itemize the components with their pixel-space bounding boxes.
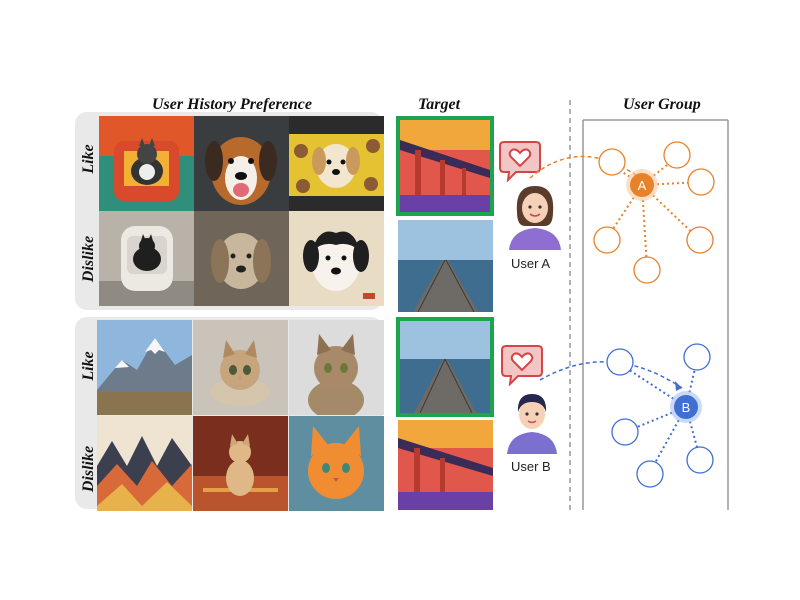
user-group-diagram: A B <box>529 119 729 510</box>
node-a-neighbor <box>633 256 661 284</box>
row-label-dislike-a: Dislike <box>80 235 97 283</box>
row-label-dislike-b: Dislike <box>80 445 97 493</box>
node-a-neighbor <box>686 226 714 254</box>
image-pier <box>400 321 490 413</box>
image-cat-painting <box>99 116 194 211</box>
image-happy-dog <box>194 116 289 211</box>
node-b-neighbor <box>611 418 639 446</box>
group-header: User Group <box>623 96 701 113</box>
node-a-neighbor <box>687 168 715 196</box>
image-abstract-mountains <box>97 416 192 511</box>
image-snowy-mountain <box>97 320 192 415</box>
node-b <box>674 395 698 419</box>
target-b-liked-frame <box>396 317 494 417</box>
row-label-like-b: Like <box>80 351 97 381</box>
node-a-neighbor <box>593 226 621 254</box>
node-b-label: B <box>682 400 691 415</box>
node-b-neighbor <box>606 348 634 376</box>
node-b-neighbor <box>686 446 714 474</box>
image-cat-on-chair <box>99 211 194 306</box>
image-sepia-dog <box>194 211 289 306</box>
heart-speech-icon <box>501 345 543 386</box>
arrow-user-a <box>529 155 641 179</box>
node-b-neighbor <box>636 460 664 488</box>
target-a-liked-frame <box>396 116 494 216</box>
history-header: User History Preference <box>152 96 312 113</box>
node-b-neighbor <box>683 343 711 371</box>
node-a-neighbor <box>663 141 691 169</box>
image-cat-on-rug <box>193 416 288 511</box>
node-a-neighbor <box>598 148 626 176</box>
row-label-like-a: Like <box>80 144 97 174</box>
image-colorful-bridge <box>400 120 490 212</box>
user-avatar-male-icon <box>507 394 557 454</box>
image-orange-cat <box>289 416 384 511</box>
image-puppy-collage <box>289 116 384 211</box>
image-bridge-target-b <box>398 420 493 510</box>
node-a <box>630 173 654 197</box>
user-a-label: User A <box>511 256 551 271</box>
target-header: Target <box>418 96 461 113</box>
image-dog-illustration <box>289 211 384 306</box>
image-tabby-cat <box>289 320 384 415</box>
image-pier-target-a <box>398 220 493 312</box>
user-avatar-female-icon <box>509 186 561 250</box>
image-kitten-photo <box>193 320 288 415</box>
node-a-label: A <box>638 178 647 193</box>
heart-speech-icon <box>499 141 541 182</box>
user-b-label: User B <box>511 459 551 474</box>
